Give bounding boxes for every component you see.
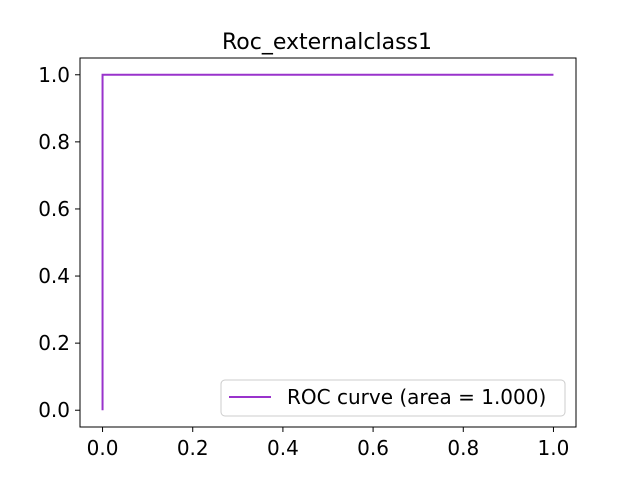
plot-area-frame: [79, 57, 577, 428]
x-tick-label: 0.8: [447, 436, 479, 460]
y-tick-label: 0.6: [38, 197, 70, 221]
series-layer: [101, 73, 554, 411]
y-tick-label: 0.8: [38, 130, 70, 154]
y-tick-label: 0.4: [38, 264, 70, 288]
x-tick-label: 0.4: [267, 436, 299, 460]
legend-box: [220, 379, 566, 417]
legend: ROC curve (area = 1.000): [220, 379, 566, 417]
x-tick-label: 0.6: [357, 436, 389, 460]
y-tick-label: 0.0: [38, 398, 70, 422]
x-tick-label: 0.0: [87, 436, 119, 460]
y-axis: 0.0 0.2 0.4 0.6 0.8 1.0: [38, 63, 80, 422]
chart-title: Roc_externalclass1: [222, 30, 432, 55]
y-tick-label: 1.0: [38, 63, 70, 87]
y-tick-label: 0.2: [38, 331, 70, 355]
x-tick-label: 1.0: [538, 436, 570, 460]
roc-curve-line: [101, 73, 554, 411]
legend-label: ROC curve (area = 1.000): [287, 385, 546, 409]
x-axis: 0.0 0.2 0.4 0.6 0.8 1.0: [87, 427, 570, 460]
x-tick-label: 0.2: [177, 436, 209, 460]
